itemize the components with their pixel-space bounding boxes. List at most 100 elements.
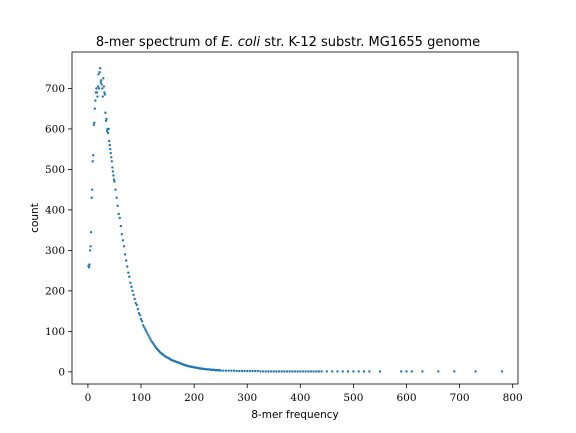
data-point <box>118 216 121 220</box>
data-point <box>315 370 318 373</box>
data-point <box>146 332 149 335</box>
data-point <box>299 370 302 373</box>
data-point <box>251 369 254 373</box>
data-point <box>346 370 350 373</box>
data-point <box>256 369 260 373</box>
data-point <box>96 95 99 98</box>
data-point <box>143 326 146 329</box>
data-point <box>341 370 344 373</box>
data-point <box>357 370 360 373</box>
data-point <box>109 152 112 155</box>
data-point <box>133 297 136 301</box>
data-point <box>116 204 119 208</box>
data-point <box>90 196 93 199</box>
data-point <box>105 117 108 121</box>
data-point <box>132 293 135 297</box>
y-tick-label: 400 <box>45 204 65 216</box>
data-point <box>140 320 144 323</box>
y-axis-ticks: 0 100 200 300 400 500 600 700 <box>45 83 72 378</box>
data-point <box>288 370 291 373</box>
data-point <box>301 370 305 373</box>
data-point <box>107 139 111 143</box>
data-point <box>325 370 329 373</box>
data-point <box>232 369 236 372</box>
data-point <box>89 245 92 248</box>
data-point <box>280 370 283 373</box>
data-point <box>277 370 281 373</box>
data-point <box>240 369 244 373</box>
data-point <box>112 178 116 181</box>
data-point <box>94 99 97 102</box>
data-point <box>219 369 222 372</box>
data-point <box>126 265 129 268</box>
data-point <box>317 370 321 373</box>
data-point <box>320 370 323 373</box>
data-point <box>267 370 270 373</box>
data-point <box>100 79 103 82</box>
data-point <box>285 370 289 373</box>
data-point <box>109 147 112 151</box>
data-point <box>312 370 315 373</box>
y-tick-label: 500 <box>45 164 65 176</box>
data-point <box>136 307 140 311</box>
chart-title: 8-mer spectrum of E. coli str. K-12 subs… <box>96 35 480 50</box>
data-point <box>261 370 265 373</box>
data-point <box>111 170 115 173</box>
data-point <box>330 370 334 373</box>
data-point <box>95 91 99 94</box>
data-point <box>105 129 109 133</box>
data-point <box>91 160 94 163</box>
data-point <box>222 369 225 372</box>
data-point <box>293 370 297 373</box>
scatter-points <box>87 66 504 373</box>
data-point <box>139 318 143 321</box>
data-point <box>500 370 504 373</box>
data-point <box>104 111 107 114</box>
data-point <box>89 230 93 234</box>
data-point <box>93 107 97 110</box>
data-point <box>269 370 273 373</box>
data-point <box>148 336 151 339</box>
data-point <box>296 370 299 373</box>
data-point <box>149 338 152 341</box>
y-tick-label: 200 <box>45 285 65 297</box>
data-point <box>275 370 278 373</box>
data-point <box>453 370 456 373</box>
data-point <box>235 369 238 373</box>
data-point <box>96 85 100 88</box>
data-point <box>103 93 107 96</box>
x-tick-label: 600 <box>396 392 416 404</box>
data-point <box>124 259 128 262</box>
data-point <box>120 232 124 236</box>
plot-area <box>71 51 519 385</box>
data-point <box>227 369 230 372</box>
data-point <box>97 73 100 76</box>
data-point <box>147 334 150 337</box>
data-point <box>99 81 102 84</box>
data-point <box>88 249 92 252</box>
data-point <box>248 369 252 373</box>
data-point <box>112 174 115 177</box>
data-point <box>405 370 408 373</box>
chart-title-italic: E. coli <box>221 35 260 50</box>
data-point <box>114 188 117 191</box>
data-point <box>110 156 113 159</box>
data-point <box>98 66 102 70</box>
data-point <box>101 95 104 98</box>
data-point <box>474 370 477 373</box>
data-point <box>259 370 262 373</box>
data-point <box>106 131 110 135</box>
data-point <box>272 370 275 373</box>
data-point <box>135 303 138 307</box>
data-point <box>121 239 125 242</box>
data-point <box>107 127 110 131</box>
data-point <box>90 188 94 191</box>
data-point <box>113 180 116 183</box>
data-point <box>123 253 127 256</box>
y-tick-label: 300 <box>45 245 65 257</box>
x-tick-label: 200 <box>184 392 204 404</box>
data-point <box>111 166 114 169</box>
data-point <box>238 369 241 373</box>
data-point <box>122 245 126 248</box>
